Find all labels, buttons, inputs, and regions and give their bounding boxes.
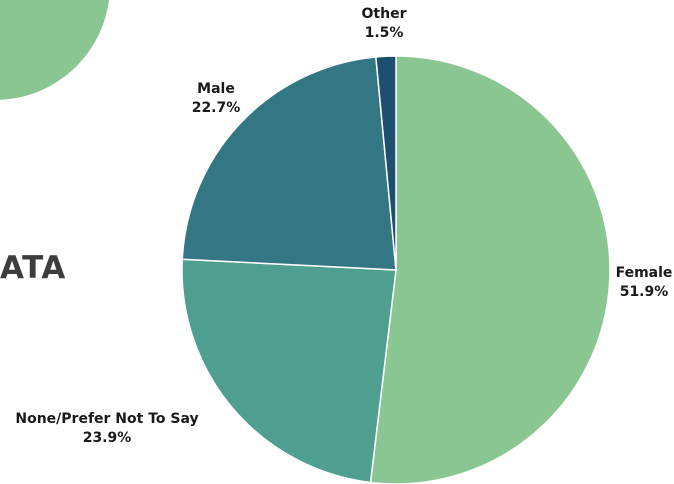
pie-slices (181, 55, 611, 484)
slice-label-male: Male 22.7% (184, 80, 248, 118)
slice-value-female: 51.9% (619, 284, 669, 300)
pie-slice-other (375, 55, 397, 271)
slice-value-male: 22.7% (191, 100, 241, 116)
partial-heading: ATA (0, 250, 66, 286)
pie-slice-female (369, 55, 611, 484)
slice-name-other: Other (361, 6, 407, 22)
pie-slice-none-prefer-not-to-say (181, 258, 397, 484)
pie-slice-male (181, 56, 397, 271)
slice-name-male: Male (197, 81, 235, 97)
slice-label-none-prefer-not-to-say: None/Prefer Not To Say 23.9% (0, 410, 214, 448)
slice-label-other: Other 1.5% (352, 5, 416, 43)
slice-value-other: 1.5% (364, 25, 404, 41)
slice-label-female: Female 51.9% (608, 264, 674, 302)
slice-value-none-prefer-not-to-say: 23.9% (82, 430, 132, 446)
slice-name-none-prefer-not-to-say: None/Prefer Not To Say (15, 411, 199, 427)
slice-name-female: Female (615, 265, 673, 281)
